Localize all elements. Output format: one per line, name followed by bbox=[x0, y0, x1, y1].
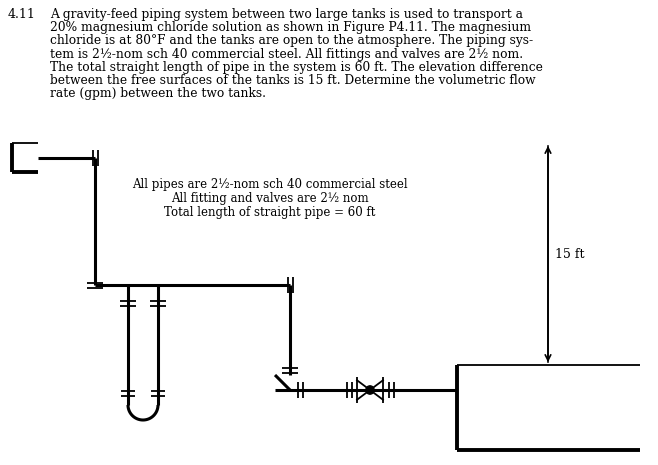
Circle shape bbox=[366, 386, 374, 394]
Text: 15 ft: 15 ft bbox=[555, 247, 584, 260]
Text: tem is 2½-nom sch 40 commercial steel. All fittings and valves are 2½ nom.: tem is 2½-nom sch 40 commercial steel. A… bbox=[50, 47, 523, 60]
Text: 4.11: 4.11 bbox=[8, 8, 36, 21]
Text: All fitting and valves are 2½ nom: All fitting and valves are 2½ nom bbox=[171, 192, 369, 205]
Text: The total straight length of pipe in the system is 60 ft. The elevation differen: The total straight length of pipe in the… bbox=[50, 61, 543, 74]
Text: Total length of straight pipe = 60 ft: Total length of straight pipe = 60 ft bbox=[164, 206, 376, 219]
Text: 20% magnesium chloride solution as shown in Figure P4.11. The magnesium: 20% magnesium chloride solution as shown… bbox=[50, 21, 531, 34]
Text: A gravity-feed piping system between two large tanks is used to transport a: A gravity-feed piping system between two… bbox=[50, 8, 523, 21]
Text: chloride is at 80°F and the tanks are open to the atmosphere. The piping sys-: chloride is at 80°F and the tanks are op… bbox=[50, 34, 533, 47]
Text: All pipes are 2½-nom sch 40 commercial steel: All pipes are 2½-nom sch 40 commercial s… bbox=[132, 178, 408, 191]
Text: between the free surfaces of the tanks is 15 ft. Determine the volumetric flow: between the free surfaces of the tanks i… bbox=[50, 74, 536, 87]
Text: rate (gpm) between the two tanks.: rate (gpm) between the two tanks. bbox=[50, 87, 266, 100]
